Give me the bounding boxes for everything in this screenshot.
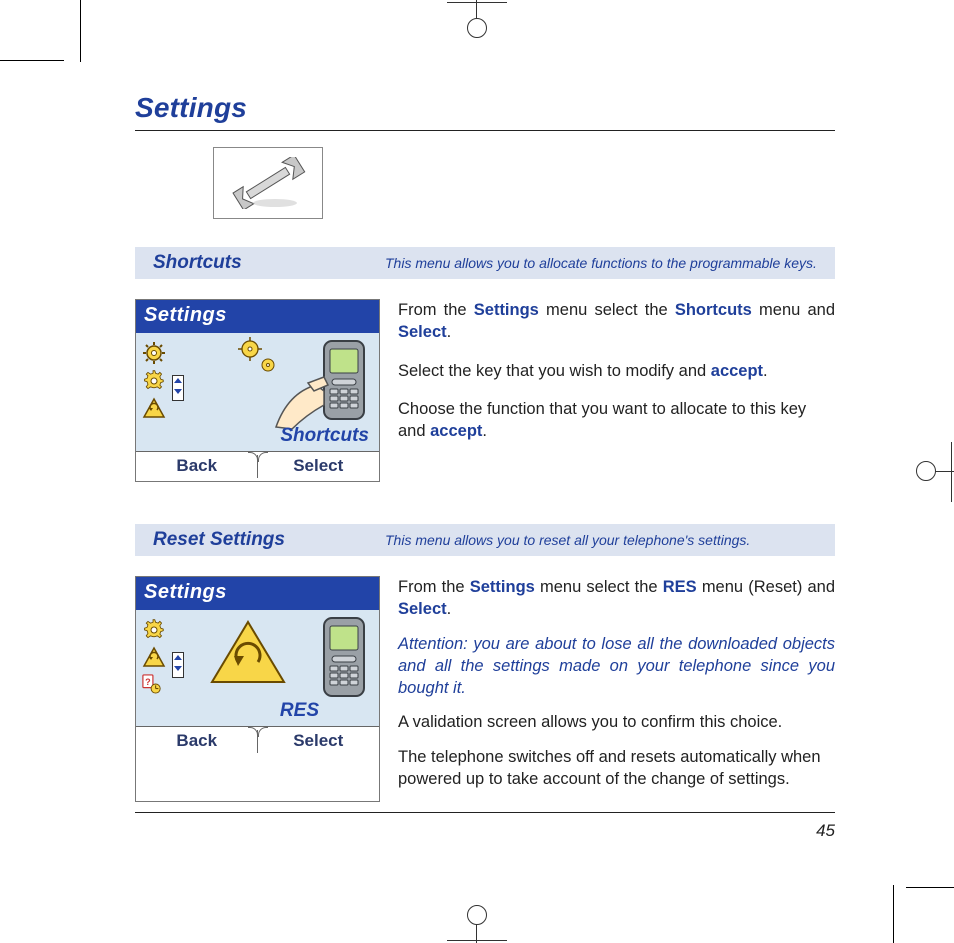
warning-reset-icon — [142, 397, 168, 421]
clock-question-icon: ? — [142, 674, 162, 694]
text-run: menu and — [752, 301, 835, 319]
section-bar-shortcuts: Shortcuts This menu allows you to alloca… — [135, 247, 835, 279]
emphasis-text: Shortcuts — [675, 301, 752, 319]
section-bar-reset: Reset Settings This menu allows you to r… — [135, 524, 835, 556]
body-paragraph: Select the key that you wish to modify a… — [398, 360, 835, 382]
crop-mark — [916, 461, 936, 481]
wrench-icon — [213, 147, 323, 219]
body-paragraph: From the Settings menu select the Shortc… — [398, 299, 835, 344]
emphasis-text: accept — [430, 422, 482, 440]
screenshot-body: Shortcuts — [136, 333, 379, 451]
emphasis-text: Settings — [474, 301, 539, 319]
warning-reset-icon — [142, 646, 168, 670]
screenshot-title: Settings — [136, 300, 379, 333]
softkey-back: Back — [136, 452, 258, 481]
section-desc: This menu allows you to reset all your t… — [385, 532, 750, 548]
emphasis-text: Settings — [470, 578, 535, 596]
rule — [135, 812, 835, 813]
emphasis-text: accept — [711, 362, 763, 380]
emphasis-text: Select — [398, 600, 447, 618]
crop-mark — [447, 2, 507, 3]
gear-sun-icon — [142, 341, 168, 365]
crop-mark — [80, 0, 81, 62]
screenshot-menu-label: Shortcuts — [280, 425, 369, 447]
crop-mark — [447, 940, 507, 941]
warning-phone-art — [206, 614, 376, 706]
screenshot-body: ? — [136, 610, 379, 726]
text-run: From the — [398, 301, 474, 319]
text-run: menu select the — [539, 301, 675, 319]
softkey-select: Select — [258, 452, 380, 481]
manual-page: { "page": { "title": "Settings", "number… — [0, 0, 954, 943]
text-run: The telephone switches off and resets au… — [398, 748, 821, 788]
screenshot-menu-label: RES — [280, 700, 319, 722]
crop-mark — [467, 18, 487, 38]
section-body-text: From the Settings menu select the RES me… — [398, 576, 835, 802]
text-run: . — [447, 323, 452, 341]
text-run: menu select the — [535, 578, 663, 596]
stepper-icon — [172, 652, 184, 678]
crop-mark — [906, 887, 954, 888]
gear-icon — [142, 618, 168, 642]
svg-text:?: ? — [145, 677, 151, 687]
body-paragraph: A validation screen allows you to confir… — [398, 711, 835, 733]
text-run: . — [447, 600, 452, 618]
section-title: Reset Settings — [153, 529, 385, 551]
crop-mark — [951, 442, 952, 502]
crop-mark — [893, 885, 894, 943]
stepper-icon — [172, 375, 184, 401]
page-content: Settings Shortcuts This menu allows you … — [135, 92, 835, 841]
rule — [135, 130, 835, 131]
screenshot-softkeys: Back Select — [136, 726, 379, 756]
emphasis-text: RES — [663, 578, 697, 596]
screenshot-title: Settings — [136, 577, 379, 610]
text-run: Select the key that you wish to modify a… — [398, 362, 711, 380]
crop-mark — [0, 60, 64, 61]
section-desc: This menu allows you to allocate functio… — [385, 255, 817, 271]
hand-phone-art — [228, 335, 378, 433]
text-run: menu (Reset) and — [697, 578, 835, 596]
text-run: . — [482, 422, 487, 440]
text-run: From the — [398, 578, 470, 596]
settings-icon-row — [213, 147, 835, 219]
softkey-select: Select — [258, 727, 380, 756]
softkey-back: Back — [136, 727, 258, 756]
phone-screenshot-reset: Settings ? — [135, 576, 380, 802]
crop-mark — [467, 905, 487, 925]
text-run: A validation screen allows you to confir… — [398, 713, 782, 731]
screenshot-softkeys: Back Select — [136, 451, 379, 481]
phone-screenshot-shortcuts: Settings — [135, 299, 380, 482]
body-paragraph: Attention: you are about to lose all the… — [398, 633, 835, 700]
section-title: Shortcuts — [153, 252, 385, 274]
screenshot-icon-column: ? — [142, 618, 188, 698]
section-body-shortcuts: Settings — [135, 299, 835, 482]
emphasis-text: Attention: you are about to lose all the… — [398, 635, 835, 698]
screenshot-icon-column — [142, 341, 188, 425]
body-paragraph: The telephone switches off and resets au… — [398, 746, 835, 791]
body-paragraph: From the Settings menu select the RES me… — [398, 576, 835, 621]
gear-icon — [142, 369, 168, 393]
text-run: . — [763, 362, 768, 380]
section-body-text: From the Settings menu select the Shortc… — [398, 299, 835, 482]
body-paragraph: Choose the function that you want to all… — [398, 398, 835, 443]
page-title: Settings — [135, 92, 835, 124]
section-body-reset: Settings ? — [135, 576, 835, 802]
page-number: 45 — [135, 821, 835, 841]
emphasis-text: Select — [398, 323, 447, 341]
